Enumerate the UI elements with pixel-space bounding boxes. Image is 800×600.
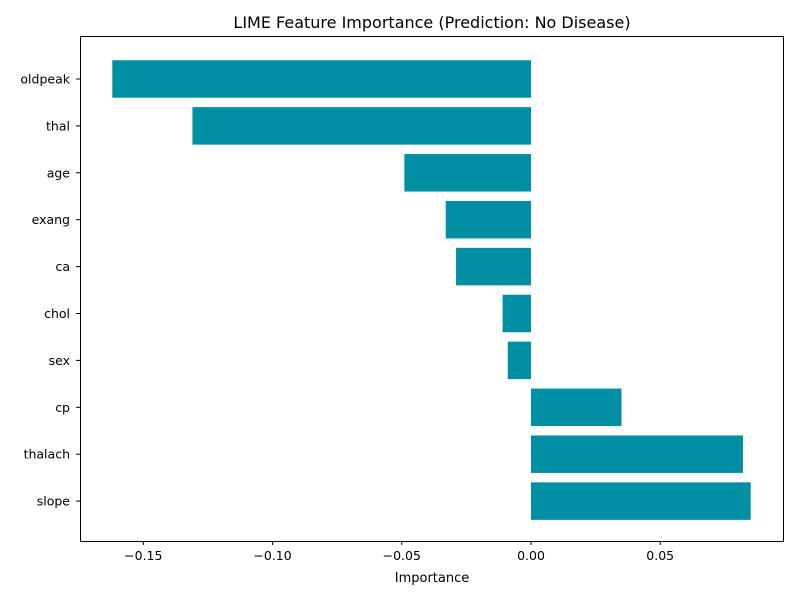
y-tick-label-thal: thal [46, 118, 70, 133]
bar-cp [531, 388, 622, 427]
bar-sex [507, 341, 532, 380]
bars-group [112, 60, 751, 520]
y-tick-label-ca: ca [55, 259, 70, 274]
bar-thal [192, 107, 532, 145]
x-tick-label: −0.05 [383, 548, 421, 563]
bar-age [404, 154, 532, 192]
plot-frame [80, 36, 784, 542]
bar-oldpeak [112, 60, 532, 98]
y-tick-label-oldpeak: oldpeak [20, 72, 70, 87]
bar-thalach [531, 435, 743, 473]
x-tick-label: 0.05 [646, 548, 674, 563]
y-tick-label-cp: cp [55, 400, 70, 415]
y-tick-label-sex: sex [49, 353, 70, 368]
x-axis-ticks: −0.15 −0.10 −0.05 0.00 0.05 [124, 541, 674, 563]
y-tick-label-thalach: thalach [24, 447, 70, 462]
bar-exang [445, 200, 532, 239]
x-tick-label: −0.10 [253, 548, 291, 563]
y-tick-label-slope: slope [37, 494, 71, 509]
bar-slope [531, 482, 751, 520]
y-tick-label-age: age [47, 165, 71, 180]
y-tick-label-exang: exang [32, 212, 70, 227]
bar-chol [502, 294, 532, 333]
x-axis-label: Importance [395, 571, 470, 586]
bar-ca [456, 247, 532, 286]
x-tick-label: 0.00 [517, 548, 545, 563]
y-tick-label-chol: chol [44, 306, 70, 321]
y-axis-ticks: oldpeak thal age exang ca chol sex cp thalach slo… [20, 72, 80, 509]
chart-title: LIME Feature Importance (Prediction: No … [233, 13, 630, 32]
x-tick-label: −0.15 [124, 548, 162, 563]
